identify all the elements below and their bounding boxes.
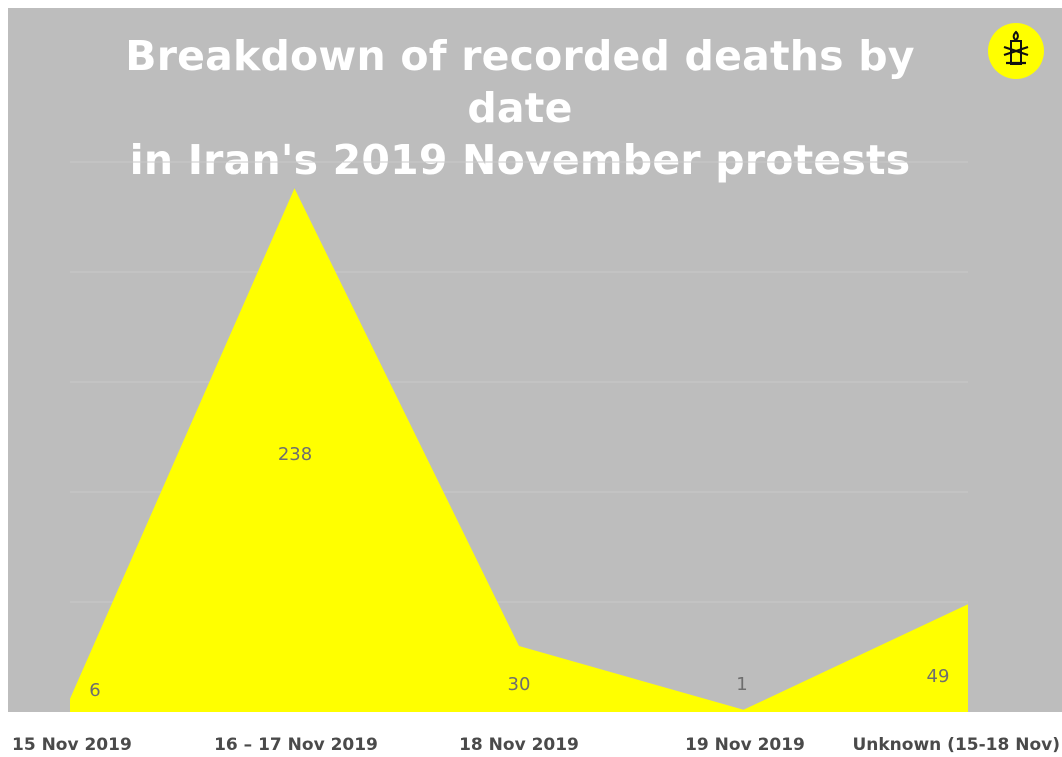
data-label: 1	[736, 674, 747, 695]
x-tick-label: 18 Nov 2019	[459, 735, 579, 755]
x-tick-label: 15 Nov 2019	[12, 735, 132, 755]
x-axis-ticks: 15 Nov 2019 16 – 17 Nov 2019 18 Nov 2019 19…	[12, 735, 1060, 755]
chart-title-line-2: in Iran's 2019 November protests	[129, 136, 911, 184]
area-fill	[70, 188, 968, 712]
chart-title: Breakdown of recorded deaths by date in …	[90, 30, 950, 186]
data-labels: 6 238 30 1 49	[89, 444, 949, 701]
data-label: 238	[278, 444, 312, 465]
x-tick-label: 19 Nov 2019	[685, 735, 805, 755]
amnesty-candle-icon	[988, 23, 1044, 79]
data-label: 30	[508, 674, 531, 695]
x-tick-label: 16 – 17 Nov 2019	[214, 735, 378, 755]
data-label: 49	[927, 666, 950, 687]
area-series	[69, 188, 969, 712]
x-tick-label: Unknown (15-18 Nov)	[852, 735, 1060, 755]
data-label: 6	[89, 680, 100, 701]
chart-title-line-1: Breakdown of recorded deaths by date	[125, 32, 915, 132]
